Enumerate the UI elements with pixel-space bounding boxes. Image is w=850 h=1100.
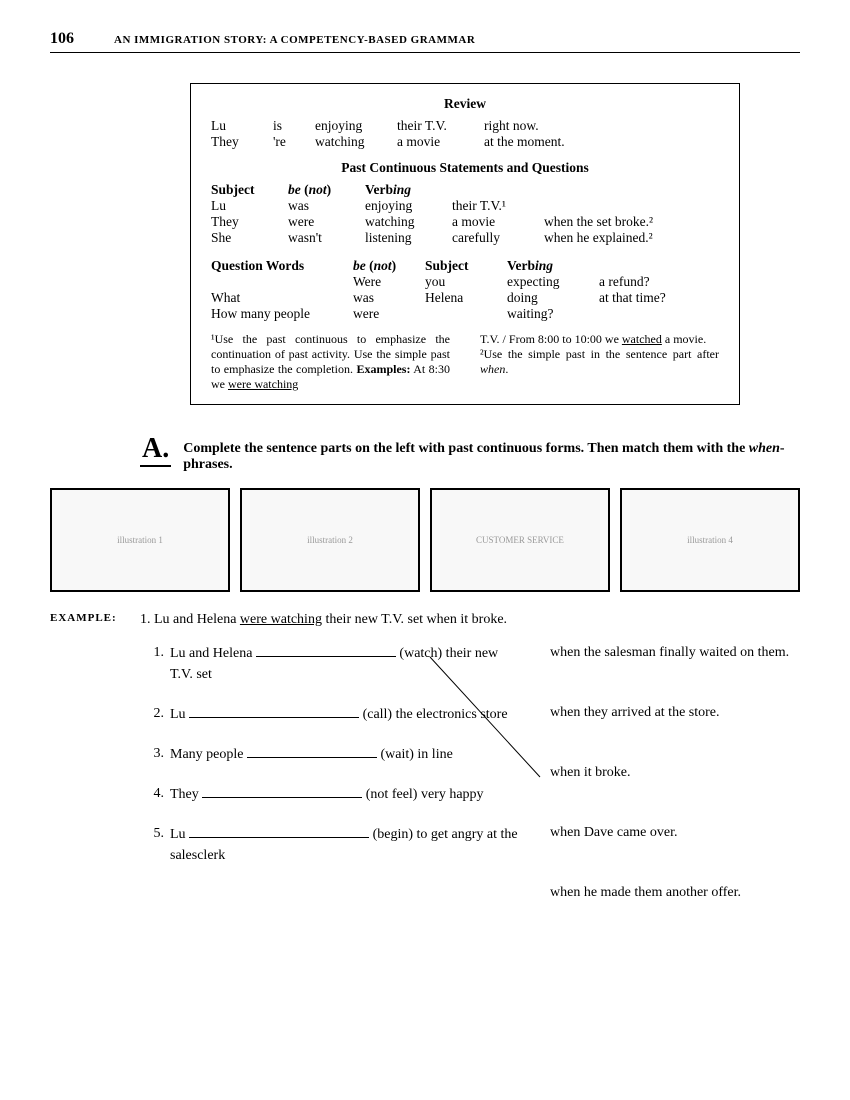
review-box: Review Lu is enjoying their T.V. right n… [190, 83, 740, 405]
illustration-row: illustration 1 illustration 2 CUSTOMER S… [50, 488, 800, 592]
exercise-item: 4.They (not feel) very happy [140, 783, 520, 805]
when-phrase: when Dave came over. [550, 822, 800, 864]
section1-title: Past Continuous Statements and Questions [211, 160, 719, 176]
when-phrase: when it broke. [550, 762, 800, 804]
when-phrase: when the salesman finally waited on them… [550, 642, 800, 684]
page-number: 106 [50, 30, 74, 48]
section2-grid: Question Words be (not) Subject Verbing … [211, 258, 719, 322]
book-title: AN IMMIGRATION STORY: A COMPETENCY-BASED… [114, 34, 475, 46]
exercise-item: 3.Many people (wait) in line [140, 743, 520, 765]
when-phrase: when they arrived at the store. [550, 702, 800, 744]
exercise-item: 1.Lu and Helena (watch) their new T.V. s… [140, 642, 520, 685]
footnotes: ¹Use the past continuous to emphasize th… [211, 332, 719, 392]
example-text: 1. Lu and Helena were watching their new… [140, 612, 507, 628]
illustration-2: illustration 2 [240, 488, 420, 592]
section1-grid: Subject be (not) Verbing Lu was enjoying… [211, 182, 719, 246]
section-a-instruction: Complete the sentence parts on the left … [183, 435, 800, 473]
page-header: 106 AN IMMIGRATION STORY: A COMPETENCY-B… [50, 30, 800, 53]
when-phrase: when he made them another offer. [550, 882, 800, 924]
exercise-left-column: 1.Lu and Helena (watch) their new T.V. s… [140, 642, 520, 942]
section-a: A. Complete the sentence parts on the le… [50, 435, 800, 473]
exercise-right-column: when the salesman finally waited on them… [520, 642, 800, 942]
exercise-area: 1.Lu and Helena (watch) their new T.V. s… [50, 642, 800, 942]
example-row: EXAMPLE: 1. Lu and Helena were watching … [50, 612, 800, 628]
illustration-4: illustration 4 [620, 488, 800, 592]
illustration-3: CUSTOMER SERVICE [430, 488, 610, 592]
review-title: Review [211, 96, 719, 112]
illustration-1: illustration 1 [50, 488, 230, 592]
exercise-item: 2.Lu (call) the electronics store [140, 703, 520, 725]
example-label: EXAMPLE: [50, 612, 140, 628]
section-a-label: A. [140, 435, 171, 467]
exercise-item: 5.Lu (begin) to get angry at the salescl… [140, 823, 520, 866]
review-grid: Lu is enjoying their T.V. right now. The… [211, 118, 719, 150]
